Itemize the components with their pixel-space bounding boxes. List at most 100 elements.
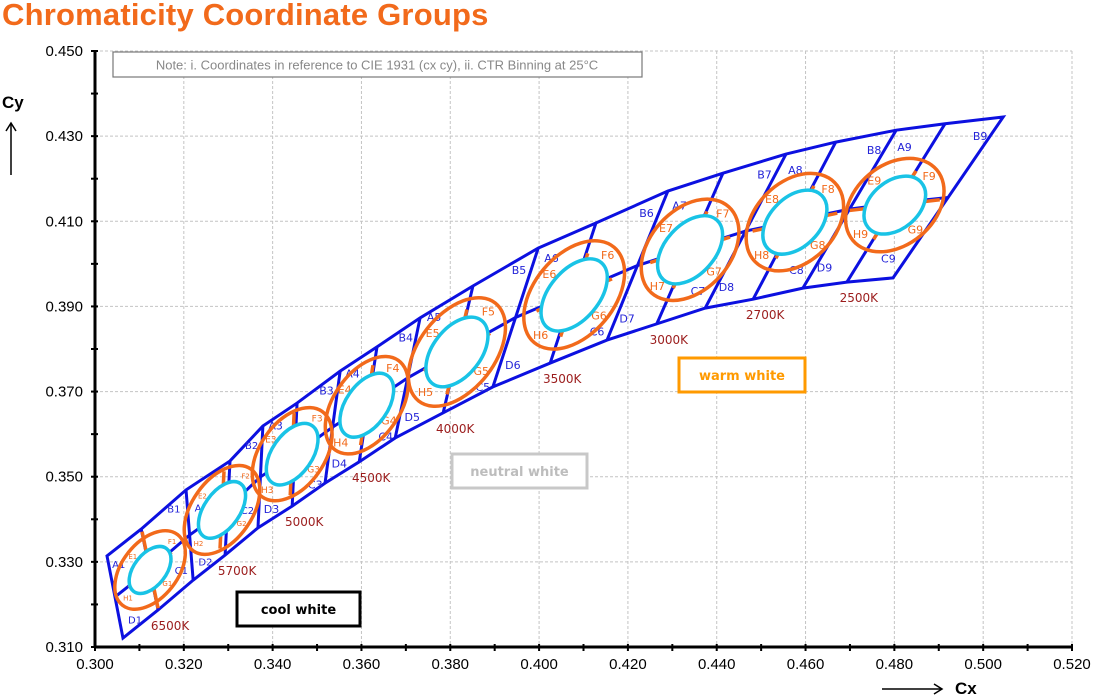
sub-bin-label: E1 (128, 553, 137, 561)
quadrant-label: C2 (241, 506, 254, 517)
sub-bin-label: E2 (198, 493, 207, 501)
quadrant-label: A9 (897, 141, 912, 154)
sub-bin-label: H8 (754, 249, 769, 262)
y-tick-label: 0.330 (45, 554, 83, 571)
quadrant-label: D9 (817, 261, 832, 274)
x-tick-label: 0.480 (876, 656, 914, 673)
bin-34 (323, 354, 411, 456)
y-tick-label: 0.310 (45, 639, 83, 656)
x-axis-arrow-icon (882, 683, 944, 695)
y-tick-label: 0.390 (45, 298, 83, 315)
outer-ellipse (182, 463, 262, 557)
warm-white-label: warm white (699, 369, 785, 384)
outer-ellipse (113, 528, 188, 611)
outer-ellipse (744, 171, 846, 273)
quadrant-label: D4 (332, 458, 347, 471)
sub-bin-label: G2 (237, 520, 247, 528)
sub-bin-label: G8 (810, 239, 826, 252)
sub-bin-label: E5 (426, 327, 440, 340)
x-tick-label: 0.300 (76, 656, 114, 673)
outer-ellipse (406, 295, 508, 408)
y-tick-label: 0.450 (45, 43, 83, 60)
sub-bin-label: F9 (922, 170, 935, 183)
quadrant-label: B1 (167, 505, 180, 516)
sub-bin-label: G9 (908, 223, 924, 236)
sub-bin-label: E6 (542, 268, 556, 281)
y-axis-label: Cy (2, 93, 24, 112)
neutral-white-box (450, 452, 589, 490)
quadrant-label: A5 (427, 311, 442, 324)
quadrant-label: D6 (505, 359, 520, 372)
x-tick-label: 0.340 (254, 656, 292, 673)
quadrant-label: D3 (264, 503, 279, 516)
cct-label: 5700K (218, 564, 258, 578)
sub-bin-label: F6 (601, 249, 614, 262)
cool-white-box (235, 590, 362, 628)
sub-bin-label: F7 (716, 207, 729, 220)
note-box-border (112, 51, 643, 78)
outer-ellipse (522, 239, 627, 351)
bin-31 (113, 528, 188, 611)
quadrant-label: B9 (973, 130, 988, 143)
x-axis-label: Cx (955, 679, 977, 698)
bin-38 (744, 171, 846, 273)
sub-bin-label: H3 (261, 486, 274, 496)
quadrant-label: B6 (639, 207, 654, 220)
sub-bin-label: H5 (418, 386, 433, 399)
inner-ellipse (539, 257, 610, 333)
quadrant-label: B5 (512, 264, 527, 277)
cct-label: 5000K (285, 515, 325, 529)
y-tick-label: 0.350 (45, 469, 83, 486)
chart-title: Chromaticity Coordinate Groups (2, 0, 489, 32)
bin-32 (182, 463, 262, 557)
sub-bin-label: G6 (591, 310, 607, 323)
legend-cool-white: cool white (235, 590, 362, 628)
legend-warm-white: warm white (677, 356, 807, 394)
sub-bin-label: E7 (659, 222, 673, 235)
quadrant-label: B7 (757, 168, 772, 181)
inner-ellipse (424, 315, 490, 389)
bin-33 (250, 405, 334, 503)
legend-neutral-white: neutral white (450, 452, 589, 490)
axes: 0.300 0.320 0.340 0.360 0.380 0.400 0.420 0.440… (45, 43, 1090, 673)
x-tick-label: 0.380 (431, 656, 469, 673)
x-tick-label: 0.400 (520, 656, 558, 673)
x-tick-label: 0.320 (165, 656, 203, 673)
quadrant-label: D8 (719, 281, 734, 294)
sub-bin-label: H2 (194, 540, 204, 548)
inner-ellipse (862, 174, 928, 236)
bin-outline (105, 115, 1007, 641)
x-tick-label: 0.360 (343, 656, 381, 673)
neutral-white-label: neutral white (470, 465, 569, 480)
sub-bin-label: F5 (482, 306, 495, 319)
sub-bin-label: H6 (533, 329, 548, 342)
inner-ellipse (264, 421, 320, 487)
quadrant-label: C9 (881, 252, 896, 265)
sub-bin-label: F2 (241, 473, 249, 481)
sub-bin-label: H1 (123, 595, 133, 603)
cct-label: 4500K (352, 471, 392, 485)
cct-label: 2500K (840, 291, 880, 305)
sub-bin-label: H9 (853, 228, 868, 241)
cct-label: 3500K (543, 372, 583, 386)
outer-ellipse (250, 405, 334, 503)
sub-bin-label: F1 (168, 538, 176, 546)
inner-ellipse (196, 479, 248, 540)
cct-label: 3000K (650, 333, 690, 347)
inner-ellipse (761, 188, 829, 256)
quadrant-label: B2 (245, 441, 258, 452)
sub-bin-label: G3 (307, 465, 320, 475)
x-tick-label: 0.440 (698, 656, 736, 673)
cct-label: 4000K (436, 422, 476, 436)
y-tick-label: 0.430 (45, 128, 83, 145)
bin-36 (522, 239, 627, 351)
y-tick-label: 0.370 (45, 384, 83, 401)
y-axis-arrow-icon (5, 121, 17, 175)
sub-bin-label: E9 (867, 174, 881, 187)
quadrant-label: D1 (128, 616, 142, 627)
sub-bin-label: G7 (706, 265, 722, 278)
quadrant-label: B3 (319, 384, 334, 397)
sub-bin-label: H7 (650, 280, 665, 293)
sub-bin-label: G1 (162, 580, 172, 588)
x-tick-label: 0.500 (964, 656, 1002, 673)
